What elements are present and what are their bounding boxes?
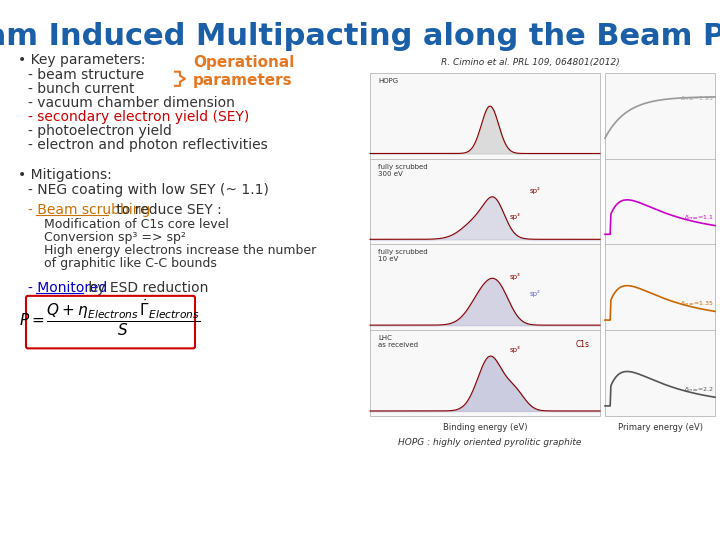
Text: R. Cimino et al. PRL 109, 064801(2012): R. Cimino et al. PRL 109, 064801(2012) <box>441 58 619 66</box>
Text: sp³: sp³ <box>510 346 521 353</box>
Text: Operational
parameters: Operational parameters <box>193 56 294 88</box>
Text: CAS@ESI, Archamps, France, October 7-11, 2019: CAS@ESI, Archamps, France, October 7-11,… <box>240 521 480 531</box>
Text: $\delta_{max}$=1.35: $\delta_{max}$=1.35 <box>680 299 714 308</box>
Text: - vacuum chamber dimension: - vacuum chamber dimension <box>28 96 235 110</box>
Text: • Key parameters:: • Key parameters: <box>18 52 145 66</box>
Text: - electron and photon reflectivities: - electron and photon reflectivities <box>28 138 268 152</box>
Text: - secondary electron yield (SEY): - secondary electron yield (SEY) <box>28 110 249 124</box>
Text: Vacuum , Surfaces & Coatings Group: Vacuum , Surfaces & Coatings Group <box>85 507 265 517</box>
Text: C1s: C1s <box>576 340 590 349</box>
Text: 35: 35 <box>691 512 708 526</box>
Text: to reduce SEY :: to reduce SEY : <box>112 203 222 217</box>
Text: Binding energy (eV): Binding energy (eV) <box>443 423 527 432</box>
Text: Beam Induced Multipacting along the Beam Pipe: Beam Induced Multipacting along the Beam… <box>0 22 720 51</box>
Text: Primary energy (eV): Primary energy (eV) <box>618 423 703 432</box>
Text: - bunch current: - bunch current <box>28 82 135 96</box>
Text: - Beam scrubbing: - Beam scrubbing <box>28 203 150 217</box>
Text: HOPG : highly oriented pyrolitic graphite: HOPG : highly oriented pyrolitic graphit… <box>398 438 582 447</box>
Text: fully scrubbed
10 eV: fully scrubbed 10 eV <box>378 249 428 262</box>
Text: fully scrubbed
300 eV: fully scrubbed 300 eV <box>378 164 428 177</box>
FancyBboxPatch shape <box>605 73 715 416</box>
Text: - NEG coating with low SEY (~ 1.1): - NEG coating with low SEY (~ 1.1) <box>28 183 269 197</box>
Text: V. Baglin: V. Baglin <box>336 507 384 517</box>
Text: Modification of C1s core level: Modification of C1s core level <box>28 218 229 231</box>
Text: sp²: sp² <box>530 187 541 194</box>
Text: sp²: sp² <box>530 290 541 297</box>
Text: $\delta_{max}$=1.95: $\delta_{max}$=1.95 <box>680 93 714 103</box>
Text: sp³: sp³ <box>510 213 521 220</box>
Text: High energy electrons increase the number: High energy electrons increase the numbe… <box>28 245 316 258</box>
Text: of graphitic like C-C bounds: of graphitic like C-C bounds <box>28 258 217 271</box>
Text: • Mitigations:: • Mitigations: <box>18 167 112 181</box>
Text: by ESD reduction: by ESD reduction <box>84 281 208 295</box>
Text: $P = \dfrac{Q + \eta_{Electrons}\,\dot{\Gamma}_{Electrons}}{S}$: $P = \dfrac{Q + \eta_{Electrons}\,\dot{\… <box>19 298 201 339</box>
Text: $\delta_{max}$=1.1: $\delta_{max}$=1.1 <box>684 213 714 222</box>
Text: - beam structure: - beam structure <box>28 68 144 82</box>
Text: sp³: sp³ <box>510 273 521 280</box>
Text: LHC
as received: LHC as received <box>378 335 418 348</box>
Text: - photoelectron yield: - photoelectron yield <box>28 124 172 138</box>
Text: CERN: CERN <box>19 515 42 523</box>
Text: Conversion sp³ => sp²: Conversion sp³ => sp² <box>28 231 186 244</box>
Text: HOPG: HOPG <box>378 78 398 84</box>
Text: $\delta_{max}$=2.2: $\delta_{max}$=2.2 <box>684 384 714 394</box>
FancyBboxPatch shape <box>26 296 195 348</box>
FancyBboxPatch shape <box>370 73 600 416</box>
Text: - Monitored: - Monitored <box>28 281 107 295</box>
Text: Technology Department: Technology Department <box>85 519 202 529</box>
